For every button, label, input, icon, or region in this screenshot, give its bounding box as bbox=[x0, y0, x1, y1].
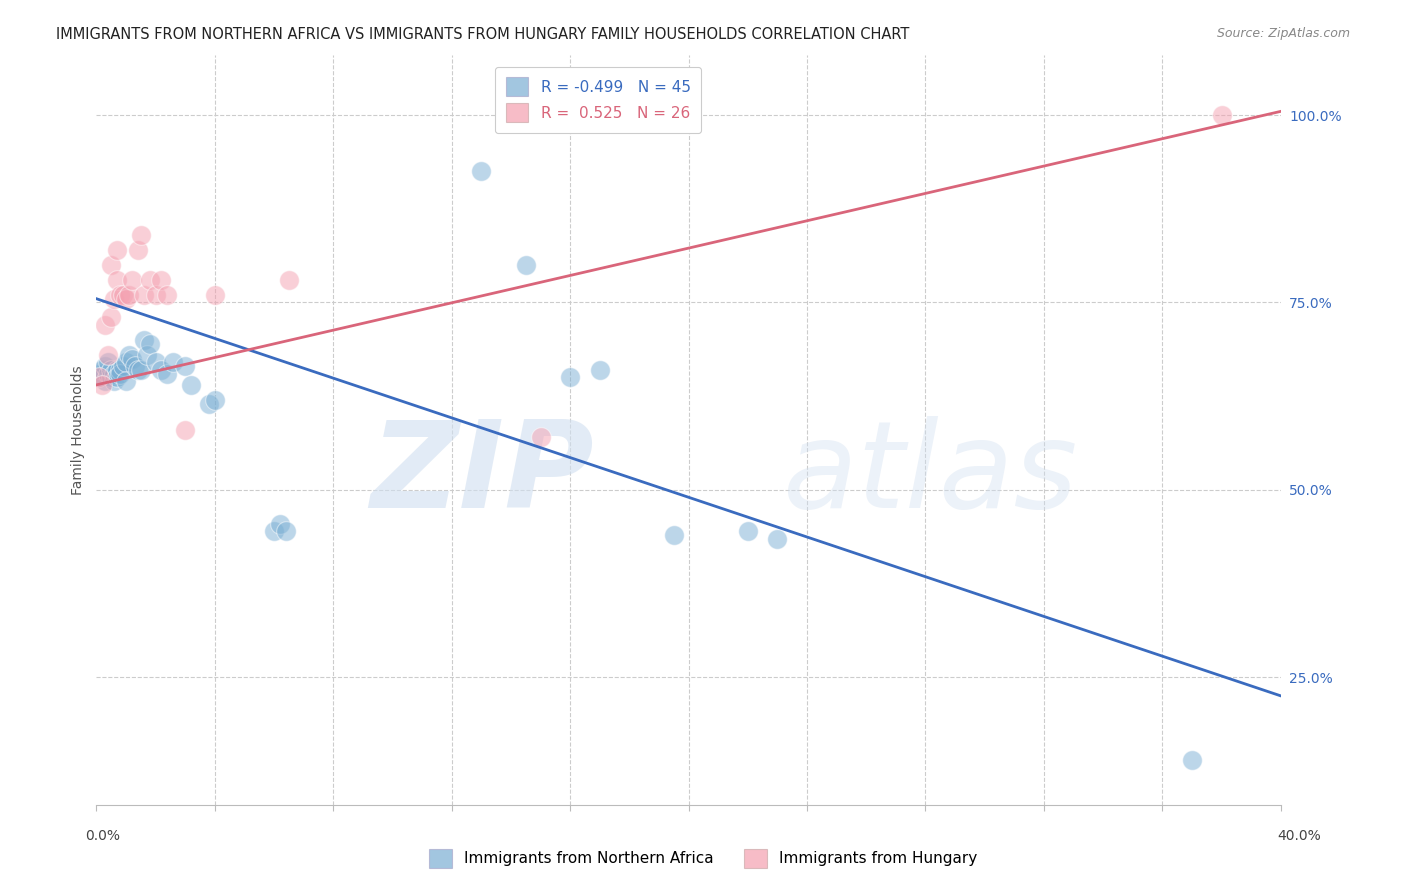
Legend: Immigrants from Northern Africa, Immigrants from Hungary: Immigrants from Northern Africa, Immigra… bbox=[423, 843, 983, 873]
Point bbox=[89, 370, 111, 384]
Point bbox=[127, 363, 149, 377]
Point bbox=[115, 292, 138, 306]
Point bbox=[1181, 753, 1204, 767]
Point bbox=[138, 273, 160, 287]
Text: 0.0%: 0.0% bbox=[86, 830, 120, 843]
Point bbox=[111, 288, 134, 302]
Point bbox=[766, 532, 789, 546]
Text: atlas: atlas bbox=[783, 417, 1078, 533]
Point bbox=[156, 288, 179, 302]
Point bbox=[156, 367, 179, 381]
Point bbox=[174, 423, 197, 437]
Point bbox=[100, 258, 122, 272]
Point bbox=[108, 367, 131, 381]
Point bbox=[132, 333, 155, 347]
Point bbox=[91, 377, 114, 392]
Point bbox=[91, 370, 114, 384]
Point bbox=[1211, 108, 1233, 122]
Point bbox=[145, 288, 167, 302]
Point bbox=[470, 164, 492, 178]
Point bbox=[105, 370, 128, 384]
Point bbox=[121, 273, 143, 287]
Point bbox=[560, 370, 582, 384]
Point bbox=[118, 348, 141, 362]
Point bbox=[124, 359, 146, 373]
Point bbox=[103, 367, 125, 381]
Legend: R = -0.499   N = 45, R =  0.525   N = 26: R = -0.499 N = 45, R = 0.525 N = 26 bbox=[495, 67, 702, 133]
Point bbox=[100, 363, 122, 377]
Point bbox=[515, 258, 537, 272]
Point bbox=[662, 528, 685, 542]
Point bbox=[135, 348, 157, 362]
Point bbox=[100, 370, 122, 384]
Point bbox=[198, 396, 221, 410]
Text: IMMIGRANTS FROM NORTHERN AFRICA VS IMMIGRANTS FROM HUNGARY FAMILY HOUSEHOLDS COR: IMMIGRANTS FROM NORTHERN AFRICA VS IMMIG… bbox=[56, 27, 910, 42]
Point bbox=[94, 318, 117, 332]
Point bbox=[94, 359, 117, 373]
Point bbox=[129, 227, 152, 242]
Point bbox=[274, 524, 297, 538]
Point bbox=[150, 273, 173, 287]
Point bbox=[108, 363, 131, 377]
Point bbox=[97, 348, 120, 362]
Point bbox=[89, 367, 111, 381]
Point bbox=[97, 367, 120, 381]
Point bbox=[108, 288, 131, 302]
Point bbox=[115, 374, 138, 388]
Point bbox=[105, 363, 128, 377]
Point bbox=[103, 292, 125, 306]
Point bbox=[150, 363, 173, 377]
Point bbox=[100, 310, 122, 325]
Point bbox=[118, 288, 141, 302]
Text: Source: ZipAtlas.com: Source: ZipAtlas.com bbox=[1216, 27, 1350, 40]
Point bbox=[263, 524, 285, 538]
Point bbox=[138, 336, 160, 351]
Point bbox=[132, 288, 155, 302]
Point bbox=[174, 359, 197, 373]
Point bbox=[127, 243, 149, 257]
Point bbox=[529, 430, 551, 444]
Text: ZIP: ZIP bbox=[370, 417, 593, 533]
Point bbox=[111, 359, 134, 373]
Point bbox=[103, 374, 125, 388]
Point bbox=[97, 355, 120, 369]
Point bbox=[105, 243, 128, 257]
Y-axis label: Family Households: Family Households bbox=[72, 365, 86, 495]
Point bbox=[91, 363, 114, 377]
Point bbox=[204, 288, 226, 302]
Text: 40.0%: 40.0% bbox=[1277, 830, 1322, 843]
Point bbox=[94, 374, 117, 388]
Point bbox=[589, 363, 612, 377]
Point bbox=[129, 363, 152, 377]
Point bbox=[121, 351, 143, 366]
Point bbox=[145, 355, 167, 369]
Point bbox=[737, 524, 759, 538]
Point bbox=[269, 516, 291, 531]
Point bbox=[204, 392, 226, 407]
Point bbox=[115, 355, 138, 369]
Point bbox=[162, 355, 184, 369]
Point bbox=[105, 273, 128, 287]
Point bbox=[180, 377, 202, 392]
Point bbox=[277, 273, 299, 287]
